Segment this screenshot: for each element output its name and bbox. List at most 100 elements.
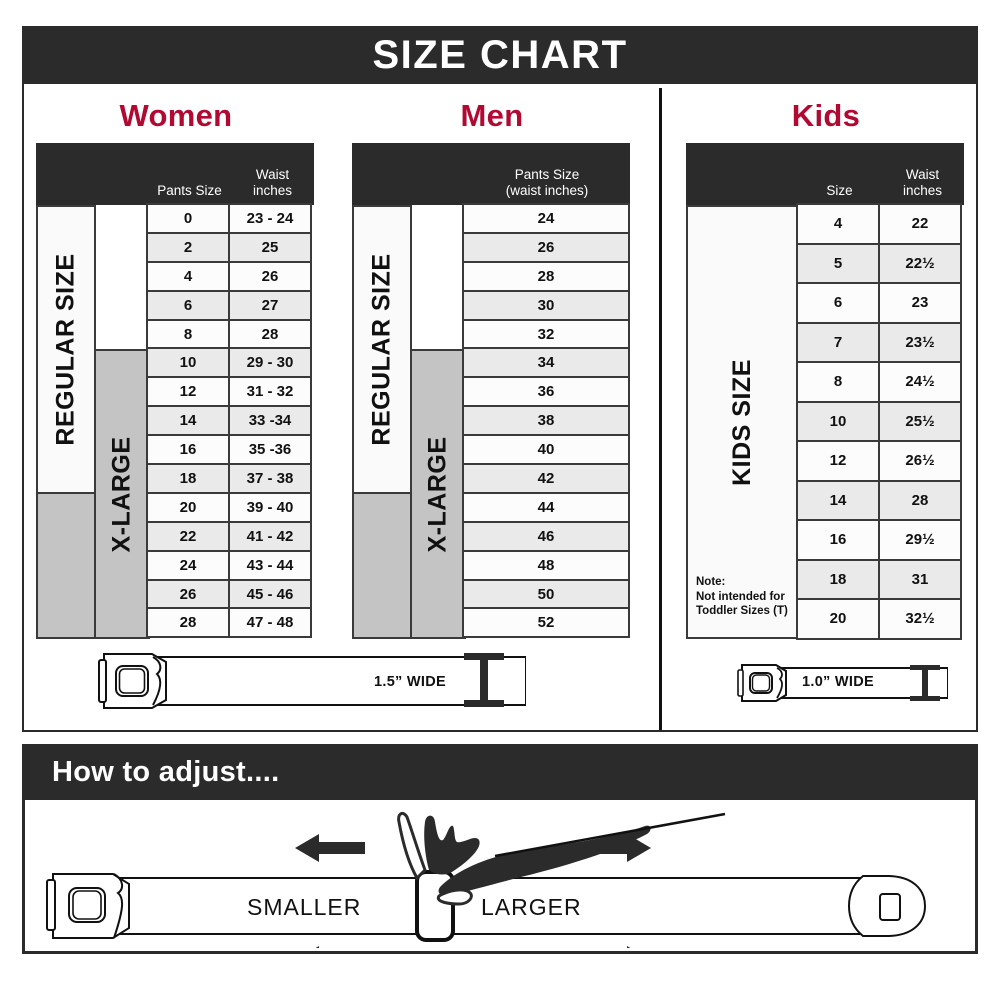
table-cell-waist: 28 xyxy=(228,318,312,350)
adjust-belt-svg xyxy=(46,811,927,948)
table-row: 12 31 - 32 xyxy=(146,376,314,408)
kids-note: Note: Not intended for Toddler Sizes (T) xyxy=(696,575,796,619)
table-cell-waist: 35 -36 xyxy=(228,434,312,466)
table-cell-waist: 43 - 44 xyxy=(228,549,312,581)
table-row: 14 28 xyxy=(796,479,964,521)
table-row: 10 29 - 30 xyxy=(146,347,314,379)
table-cell-waist: 37 - 38 xyxy=(228,463,312,494)
table-row: 40 xyxy=(462,434,630,466)
women-col-header-waist-line2: inches xyxy=(252,182,293,198)
table-cell-waist: 33 -34 xyxy=(228,405,312,437)
table-row: 10 25½ xyxy=(796,400,964,442)
kids-belt-svg xyxy=(737,664,949,702)
table-cell-size: 7 xyxy=(796,321,880,363)
table-cell-size: 36 xyxy=(462,376,630,408)
adult-belt-svg xyxy=(98,653,527,709)
table-cell-size: 40 xyxy=(462,434,630,466)
women-xlarge-left-fill xyxy=(36,492,96,639)
kids-col-header-waist-line2: inches xyxy=(902,182,943,198)
table-cell-size: 20 xyxy=(146,491,230,523)
table-row: 2 25 xyxy=(146,231,314,263)
kids-size-table: Size Waist inches KIDS SIZE Note: Not in… xyxy=(686,143,964,640)
table-row: 4 22 xyxy=(796,203,964,245)
table-cell-size: 24 xyxy=(146,549,230,581)
table-row: 20 32½ xyxy=(796,598,964,640)
table-cell-size: 5 xyxy=(796,242,880,284)
table-cell-size: 0 xyxy=(146,203,230,234)
table-cell-size: 14 xyxy=(796,479,880,521)
table-cell-size: 16 xyxy=(146,434,230,466)
table-row: 26 45 - 46 xyxy=(146,578,314,610)
table-row: 28 47 - 48 xyxy=(146,607,314,639)
kids-table-header: Size Waist inches xyxy=(686,143,964,205)
table-cell-waist: 22½ xyxy=(878,242,962,284)
table-row: 48 xyxy=(462,549,630,581)
table-row: 42 xyxy=(462,463,630,494)
table-cell-size: 24 xyxy=(462,203,630,234)
table-row: 32 xyxy=(462,318,630,350)
table-cell-size: 8 xyxy=(796,361,880,403)
table-cell-size: 26 xyxy=(462,231,630,263)
women-group-regular-size: REGULAR SIZE xyxy=(36,205,96,494)
table-cell-size: 26 xyxy=(146,578,230,610)
table-row: 6 27 xyxy=(146,289,314,321)
table-row: 16 35 -36 xyxy=(146,434,314,466)
men-xlarge-left-fill xyxy=(352,492,412,639)
table-row: 12 26½ xyxy=(796,440,964,482)
table-row: 8 28 xyxy=(146,318,314,350)
table-row: 44 xyxy=(462,491,630,523)
kids-belt-width-label: 1.0” WIDE xyxy=(802,674,874,690)
column-divider xyxy=(659,88,662,730)
table-row: 24 43 - 44 xyxy=(146,549,314,581)
page-title: SIZE CHART xyxy=(372,32,628,77)
how-to-adjust-panel: SMALLER LARGER xyxy=(22,800,978,954)
kids-col-header-waist: Waist inches xyxy=(881,167,964,205)
larger-direction-label: LARGER xyxy=(481,894,582,920)
table-cell-size: 14 xyxy=(146,405,230,437)
table-row: 38 xyxy=(462,405,630,437)
men-col-header-line1: Pants Size xyxy=(514,167,580,182)
table-cell-waist: 25 xyxy=(228,231,312,263)
women-table-header: Pants Size Waist inches xyxy=(36,143,314,205)
table-row: 0 23 - 24 xyxy=(146,203,314,234)
women-table-rows: 0 23 - 24 2 25 4 26 6 27 8 28 10 29 - 30 12 31 - 32 14… xyxy=(146,203,314,639)
table-cell-waist: 23 - 24 xyxy=(228,203,312,234)
table-cell-size: 28 xyxy=(146,607,230,639)
men-size-table: Pants Size (waist inches) REGULAR SIZE X… xyxy=(352,143,630,639)
table-row: 26 xyxy=(462,231,630,263)
table-cell-size: 42 xyxy=(462,463,630,494)
women-col-header-pants-size: Pants Size xyxy=(157,182,222,198)
table-cell-size: 8 xyxy=(146,318,230,350)
table-cell-size: 12 xyxy=(796,440,880,482)
women-section-heading: Women xyxy=(119,98,233,133)
table-cell-size: 48 xyxy=(462,549,630,581)
kids-col-header-waist-line1: Waist xyxy=(905,167,940,182)
kids-section-heading: Kids xyxy=(791,98,861,133)
table-cell-size: 6 xyxy=(146,289,230,321)
arrow-left-bottom-icon xyxy=(315,946,319,948)
table-row: 46 xyxy=(462,520,630,552)
table-cell-waist: 32½ xyxy=(878,598,962,640)
table-cell-waist: 23 xyxy=(878,282,962,324)
arrow-right-top-icon xyxy=(581,834,651,862)
table-cell-size: 28 xyxy=(462,260,630,292)
men-group-x-large: X-LARGE xyxy=(410,349,466,639)
table-cell-waist: 26½ xyxy=(878,440,962,482)
table-row: 52 xyxy=(462,607,630,639)
table-cell-size: 4 xyxy=(796,203,880,245)
table-cell-size: 32 xyxy=(462,318,630,350)
men-group-regular-size: REGULAR SIZE xyxy=(352,205,412,494)
table-cell-size: 44 xyxy=(462,491,630,523)
kids-group-kids-size: KIDS SIZE xyxy=(686,205,798,639)
table-cell-size: 18 xyxy=(146,463,230,494)
men-table-rows: 24 26 28 30 32 34 36 38 40 42 44 46 48 50 52 xyxy=(462,203,630,639)
table-row: 5 22½ xyxy=(796,242,964,284)
table-cell-size: 16 xyxy=(796,519,880,561)
table-cell-waist: 29½ xyxy=(878,519,962,561)
table-row: 20 39 - 40 xyxy=(146,491,314,523)
table-row: 36 xyxy=(462,376,630,408)
table-cell-size: 22 xyxy=(146,520,230,552)
table-cell-size: 38 xyxy=(462,405,630,437)
kids-table-rows: 4 22 5 22½ 6 23 7 23½ 8 24½ 10 25½ 12 26½ 14 28 16 29½ 18 3… xyxy=(796,203,964,640)
table-cell-waist: 24½ xyxy=(878,361,962,403)
